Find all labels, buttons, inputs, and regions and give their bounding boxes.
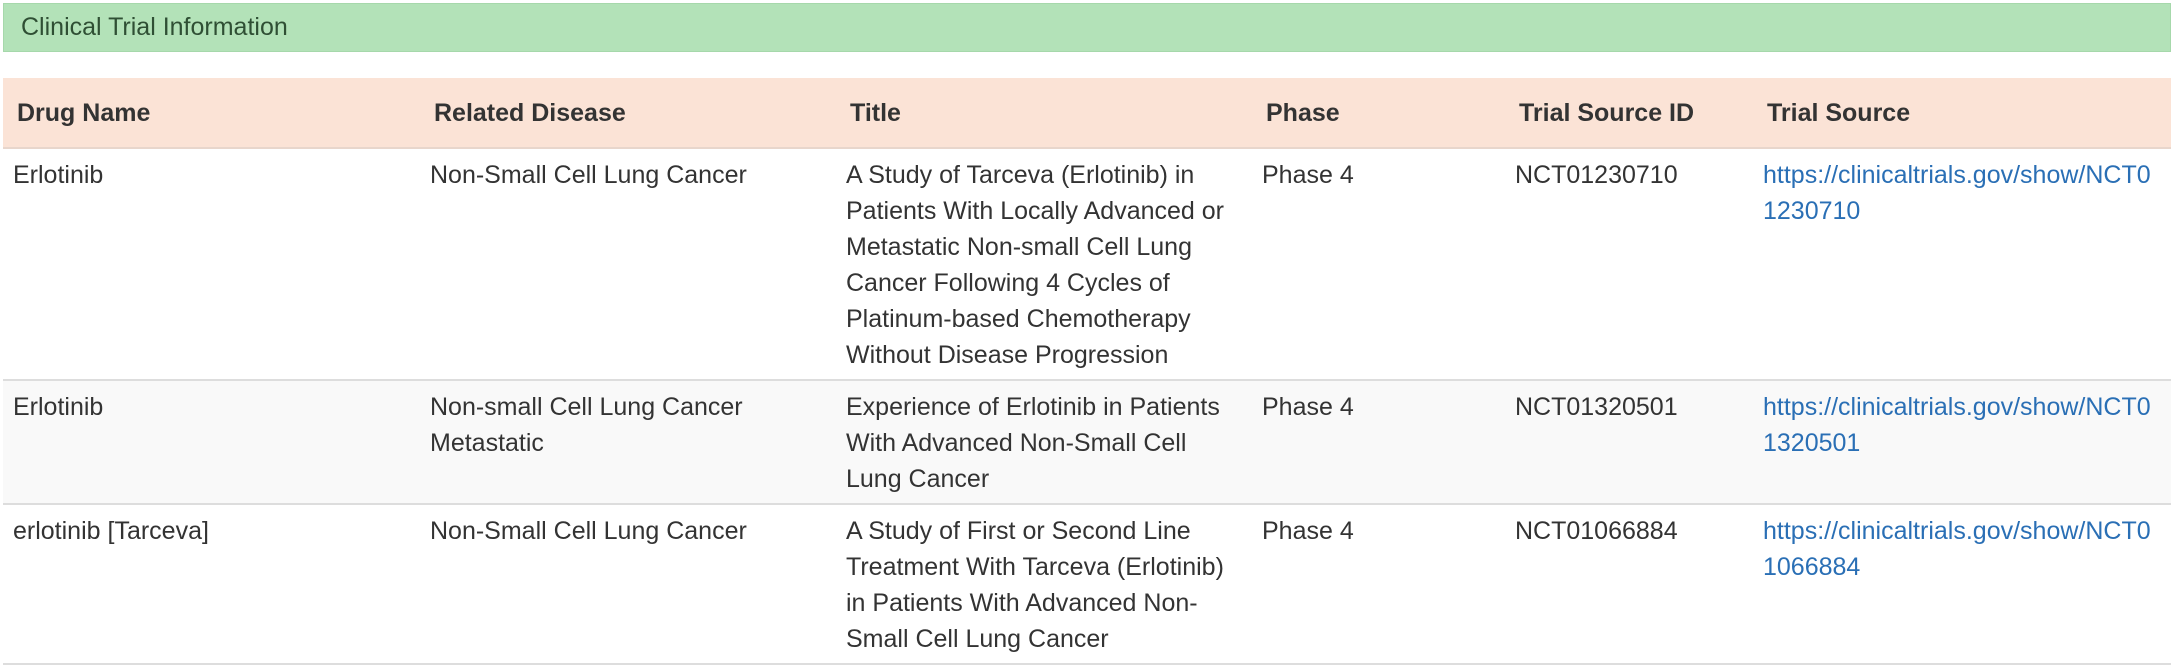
column-header-related-disease[interactable]: Related Disease: [420, 78, 836, 149]
cell-related-disease: Non-small Cell Lung Cancer Metastatic: [420, 380, 836, 505]
table-header-row: Drug Name Related Disease Title Phase Tr…: [3, 78, 2171, 149]
table-row: Erlotinib Non-small Cell Lung Cancer Met…: [3, 380, 2171, 505]
cell-trial-source: https://clinicaltrials.gov/show/NCT01066…: [1753, 504, 2171, 665]
column-header-drug-name[interactable]: Drug Name: [3, 78, 420, 149]
cell-related-disease: Non-Small Cell Lung Cancer: [420, 504, 836, 665]
cell-related-disease: Non-Small Cell Lung Cancer: [420, 148, 836, 381]
cell-trial-source-id: NCT01230710: [1505, 148, 1753, 381]
cell-phase: Phase 4: [1252, 148, 1505, 381]
clinical-trial-panel: Clinical Trial Information: [3, 3, 2171, 52]
cell-title: A Study of Tarceva (Erlotinib) in Patien…: [836, 148, 1252, 381]
cell-trial-source: https://clinicaltrials.gov/show/NCT01320…: [1753, 380, 2171, 505]
panel-title: Clinical Trial Information: [21, 13, 288, 41]
cell-phase: Phase 4: [1252, 380, 1505, 505]
trial-source-link[interactable]: https://clinicaltrials.gov/show/NCT01320…: [1763, 393, 2151, 457]
clinical-trials-table: Drug Name Related Disease Title Phase Tr…: [3, 78, 2171, 665]
cell-title: Experience of Erlotinib in Patients With…: [836, 380, 1252, 505]
cell-drug-name: Erlotinib: [3, 380, 420, 505]
cell-trial-source: https://clinicaltrials.gov/show/NCT01230…: [1753, 148, 2171, 381]
cell-drug-name: erlotinib [Tarceva]: [3, 504, 420, 665]
column-header-title[interactable]: Title: [836, 78, 1252, 149]
trial-source-link[interactable]: https://clinicaltrials.gov/show/NCT01066…: [1763, 517, 2151, 581]
panel-heading: Clinical Trial Information: [3, 3, 2171, 52]
cell-phase: Phase 4: [1252, 504, 1505, 665]
cell-trial-source-id: NCT01066884: [1505, 504, 1753, 665]
cell-drug-name: Erlotinib: [3, 148, 420, 381]
column-header-phase[interactable]: Phase: [1252, 78, 1505, 149]
column-header-trial-source-id[interactable]: Trial Source ID: [1505, 78, 1753, 149]
cell-trial-source-id: NCT01320501: [1505, 380, 1753, 505]
trial-source-link[interactable]: https://clinicaltrials.gov/show/NCT01230…: [1763, 161, 2151, 225]
column-header-trial-source[interactable]: Trial Source: [1753, 78, 2171, 149]
table-row: erlotinib [Tarceva] Non-Small Cell Lung …: [3, 504, 2171, 665]
cell-title: A Study of First or Second Line Treatmen…: [836, 504, 1252, 665]
table-row: Erlotinib Non-Small Cell Lung Cancer A S…: [3, 148, 2171, 381]
